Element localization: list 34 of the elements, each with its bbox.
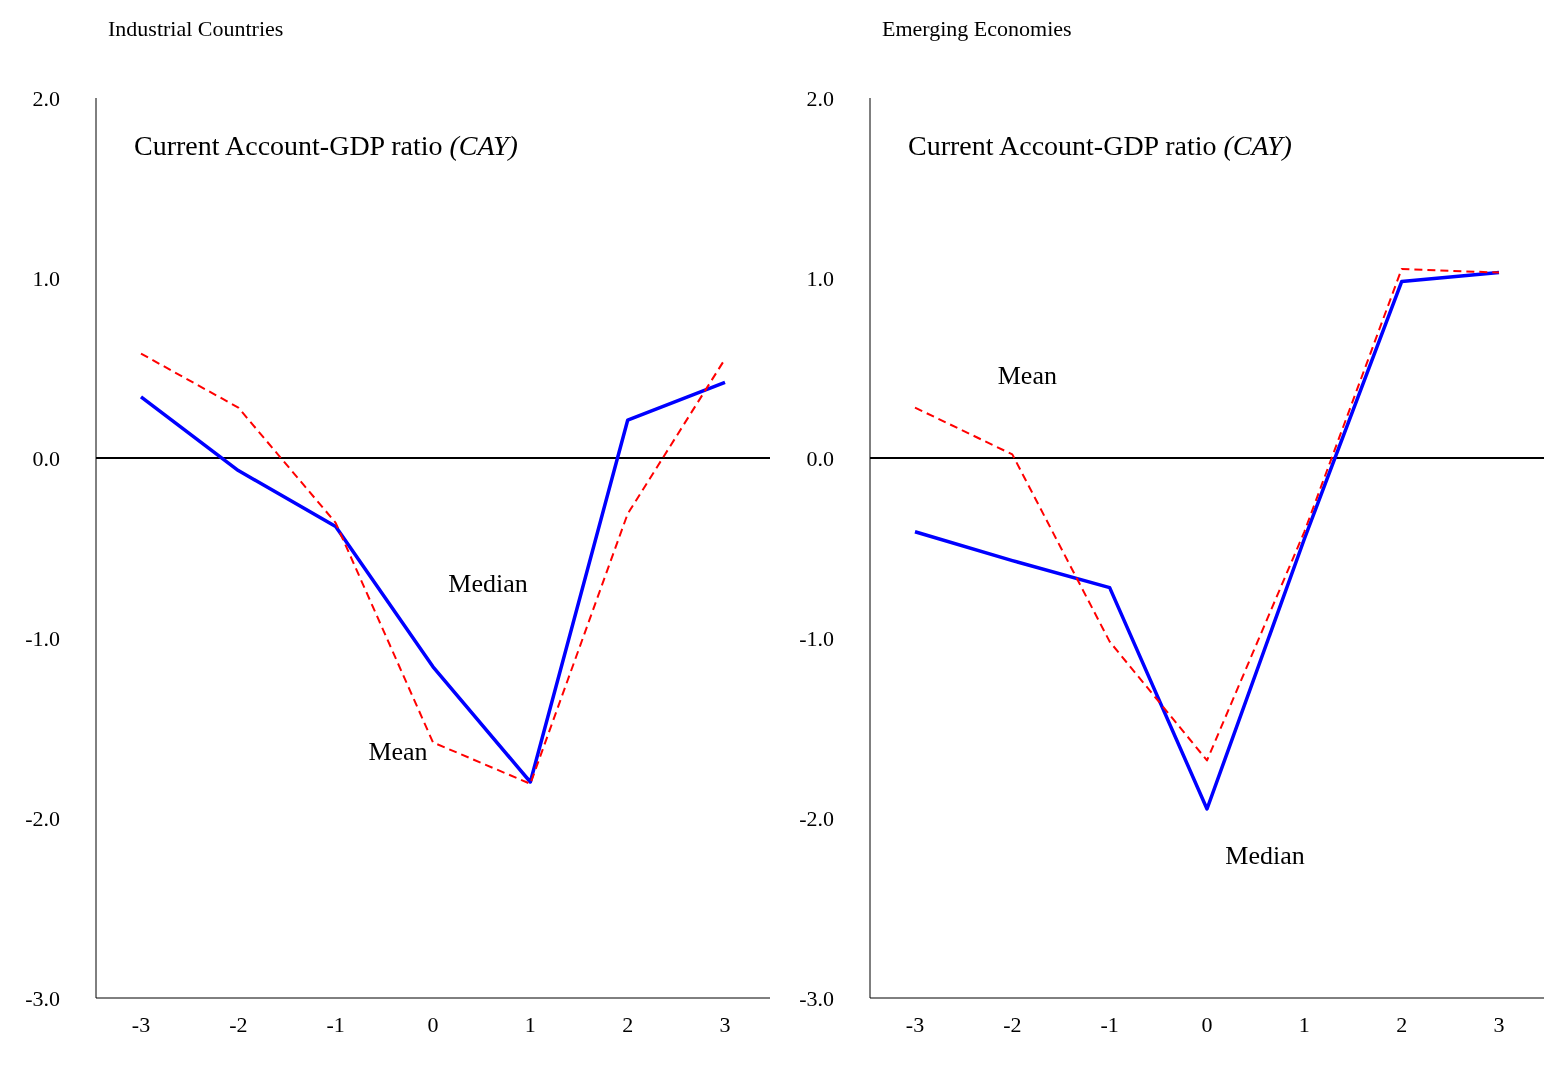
y-tick-label: 0.0 bbox=[806, 445, 834, 471]
x-tick-label: -3 bbox=[905, 1011, 925, 1037]
x-tick-label: -2 bbox=[1003, 1011, 1022, 1037]
series-label: Median bbox=[448, 568, 528, 598]
y-tick-label: 1.0 bbox=[32, 265, 60, 291]
series-label: Mean bbox=[997, 361, 1057, 391]
x-tick-label: 1 bbox=[524, 1011, 536, 1037]
y-tick-label: 2.0 bbox=[806, 85, 834, 111]
x-tick-label: 2 bbox=[622, 1011, 634, 1037]
text: Current Account-GDP ratio (CAY) bbox=[908, 130, 1292, 161]
x-tick-label: -1 bbox=[1100, 1011, 1119, 1037]
y-tick-label: -3.0 bbox=[799, 985, 834, 1011]
y-tick-label: 1.0 bbox=[806, 265, 834, 291]
text: Current Account-GDP ratio (CAY) bbox=[134, 130, 518, 161]
x-tick-label: -3 bbox=[131, 1011, 151, 1037]
series-label: Median bbox=[1225, 841, 1305, 870]
x-tick-label: 2 bbox=[1396, 1011, 1408, 1037]
y-tick-label: -2.0 bbox=[799, 805, 834, 831]
y-tick-label: -2.0 bbox=[25, 805, 60, 831]
y-tick-label: -1.0 bbox=[25, 625, 60, 651]
x-tick-label: -1 bbox=[326, 1011, 345, 1037]
x-tick-label: 0 bbox=[1201, 1011, 1213, 1037]
y-tick-label: 2.0 bbox=[32, 85, 60, 111]
x-tick-label: 3 bbox=[1493, 1011, 1505, 1037]
series-label: Mean bbox=[368, 737, 428, 767]
chart-title: Emerging Economies bbox=[882, 16, 1072, 42]
x-tick-label: 3 bbox=[719, 1011, 731, 1037]
x-tick-label: -2 bbox=[229, 1011, 248, 1037]
x-tick-label: 1 bbox=[1298, 1011, 1310, 1037]
y-tick-label: 0.0 bbox=[32, 445, 60, 471]
chart-title: Industrial Countries bbox=[108, 16, 284, 42]
x-tick-label: 0 bbox=[427, 1011, 439, 1037]
y-tick-label: -3.0 bbox=[25, 985, 60, 1011]
y-tick-label: -1.0 bbox=[799, 625, 834, 651]
